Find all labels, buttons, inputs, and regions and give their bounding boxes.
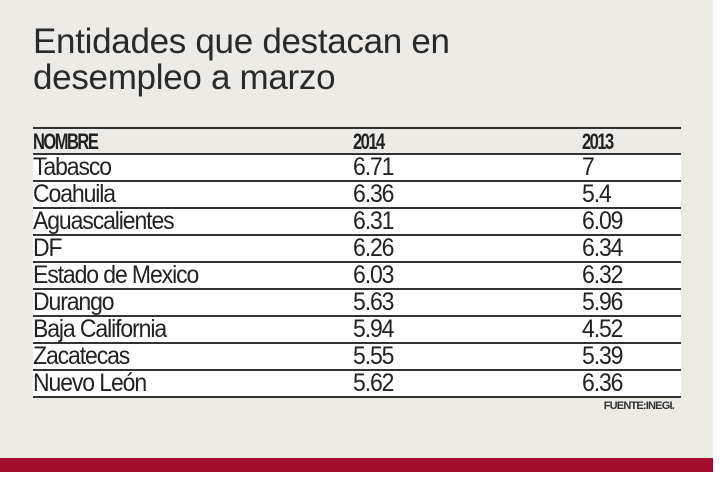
- state-name: Tabasco: [33, 153, 112, 181]
- state-name: Estado de Mexico: [33, 261, 199, 289]
- state-name: Zacatecas: [33, 342, 130, 370]
- unemployment-table: NOMBRE 2014 2013 Tabasco 6.71 7 Coahuila 6.3…: [33, 127, 681, 398]
- value-2013: 5.96: [582, 288, 623, 316]
- value-2014: 5.62: [353, 369, 394, 397]
- value-2014: 6.03: [353, 261, 394, 289]
- value-2014: 6.31: [353, 207, 394, 235]
- state-name: Nuevo León: [33, 369, 147, 397]
- state-name: Durango: [33, 288, 115, 316]
- table-row: Coahuila 6.36 5.4: [33, 182, 681, 209]
- accent-bar: [0, 458, 713, 472]
- state-name: DF: [33, 234, 63, 262]
- value-2013: 4.52: [582, 315, 623, 343]
- value-2013: 5.4: [582, 180, 612, 208]
- value-2014: 6.71: [353, 153, 394, 181]
- value-2014: 5.63: [353, 288, 394, 316]
- table-header-row: NOMBRE 2014 2013: [33, 129, 681, 155]
- column-header-name: NOMBRE: [33, 129, 99, 154]
- value-2013: 6.36: [582, 369, 623, 397]
- table-row: Estado de Mexico 6.03 6.32: [33, 263, 681, 290]
- value-2014: 5.94: [353, 315, 394, 343]
- state-name: Aguascalientes: [33, 207, 175, 235]
- table-row: Durango 5.63 5.96: [33, 290, 681, 317]
- title-line-2: desempleo a marzo: [33, 58, 336, 97]
- table-row: Baja California 5.94 4.52: [33, 317, 681, 344]
- chart-title: Entidades que destacan en desempleo a ma…: [33, 24, 450, 96]
- infographic-panel: Entidades que destacan en desempleo a ma…: [0, 0, 713, 458]
- table-row: Aguascalientes 6.31 6.09: [33, 209, 681, 236]
- value-2013: 5.39: [582, 342, 623, 370]
- value-2013: 6.09: [582, 207, 623, 235]
- value-2013: 7: [582, 153, 595, 181]
- column-header-2014: 2014: [353, 129, 385, 154]
- source-note: FUENTE:INEGI.: [603, 400, 675, 412]
- table-row: Zacatecas 5.55 5.39: [33, 344, 681, 371]
- value-2014: 6.36: [353, 180, 394, 208]
- state-name: Baja California: [33, 315, 167, 343]
- state-name: Coahuila: [33, 180, 116, 208]
- value-2013: 6.34: [582, 234, 623, 262]
- table-row: Nuevo León 5.62 6.36: [33, 371, 681, 398]
- title-line-1: Entidades que destacan en: [33, 22, 450, 61]
- value-2013: 6.32: [582, 261, 623, 289]
- value-2014: 5.55: [353, 342, 394, 370]
- table-row: DF 6.26 6.34: [33, 236, 681, 263]
- table-row: Tabasco 6.71 7: [33, 155, 681, 182]
- value-2014: 6.26: [353, 234, 394, 262]
- column-header-2013: 2013: [582, 129, 614, 154]
